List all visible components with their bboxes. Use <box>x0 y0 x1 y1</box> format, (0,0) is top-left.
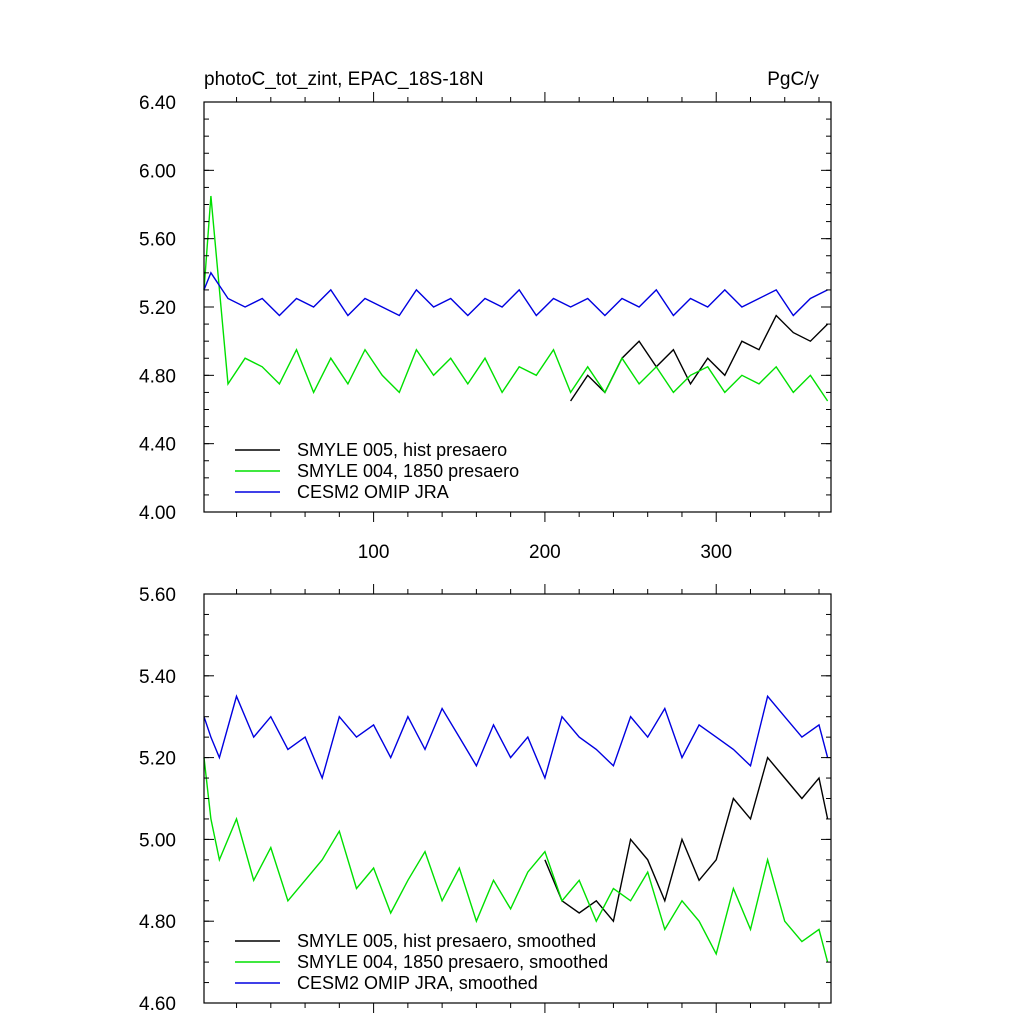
x-tick-label-0-0: 100 <box>358 542 390 563</box>
series-line-0-2 <box>203 271 828 317</box>
y-tick-label-0-6: 6.40 <box>139 93 176 114</box>
legend-label-0-2: CESM2 OMIP JRA <box>297 482 449 502</box>
series-line-1-2 <box>203 694 829 781</box>
y-tick-label-1-3: 5.20 <box>139 749 176 770</box>
legend-label-0-0: SMYLE 005, hist presaero <box>297 440 507 460</box>
y-tick-label-1-2: 5.00 <box>139 830 176 851</box>
chart-units: PgC/y <box>767 69 819 90</box>
series-line-1-1 <box>203 757 829 963</box>
y-tick-label-0-4: 5.60 <box>139 230 176 251</box>
bottom-panel: 4.60 4.80 5.00 5.20 5.40 5.60 SMYLE 005, hist … <box>139 584 832 1015</box>
y-tick-label-0-2: 4.80 <box>139 366 176 387</box>
series-line-1-0 <box>544 756 829 923</box>
y-tick-label-1-1: 4.80 <box>139 912 176 933</box>
legend-label-1-2: CESM2 OMIP JRA, smoothed <box>297 973 538 993</box>
series-line-0-1 <box>203 195 829 402</box>
series-line-0-0 <box>570 314 829 402</box>
chart-title: photoC_tot_zint, EPAC_18S-18N <box>204 69 484 90</box>
y-tick-label-1-4: 5.40 <box>139 667 176 688</box>
legend-label-0-1: SMYLE 004, 1850 presaero <box>297 461 519 481</box>
y-tick-label-1-5: 5.60 <box>139 585 176 606</box>
top-panel: 4.00 4.40 4.80 5.20 5.60 6.00 6.40 100 200 300 SMY… <box>139 92 832 563</box>
legend-label-1-0: SMYLE 005, hist presaero, smoothed <box>297 931 596 951</box>
x-tick-label-0-2: 300 <box>700 542 732 563</box>
y-tick-label-0-5: 6.00 <box>139 161 176 182</box>
y-tick-label-0-0: 4.00 <box>139 503 176 524</box>
y-tick-label-1-0: 4.60 <box>139 994 176 1015</box>
x-tick-label-0-1: 200 <box>529 542 561 563</box>
legend-label-1-1: SMYLE 004, 1850 presaero, smoothed <box>297 952 608 972</box>
y-tick-label-0-1: 4.40 <box>139 435 176 456</box>
y-tick-label-0-3: 5.20 <box>139 298 176 319</box>
